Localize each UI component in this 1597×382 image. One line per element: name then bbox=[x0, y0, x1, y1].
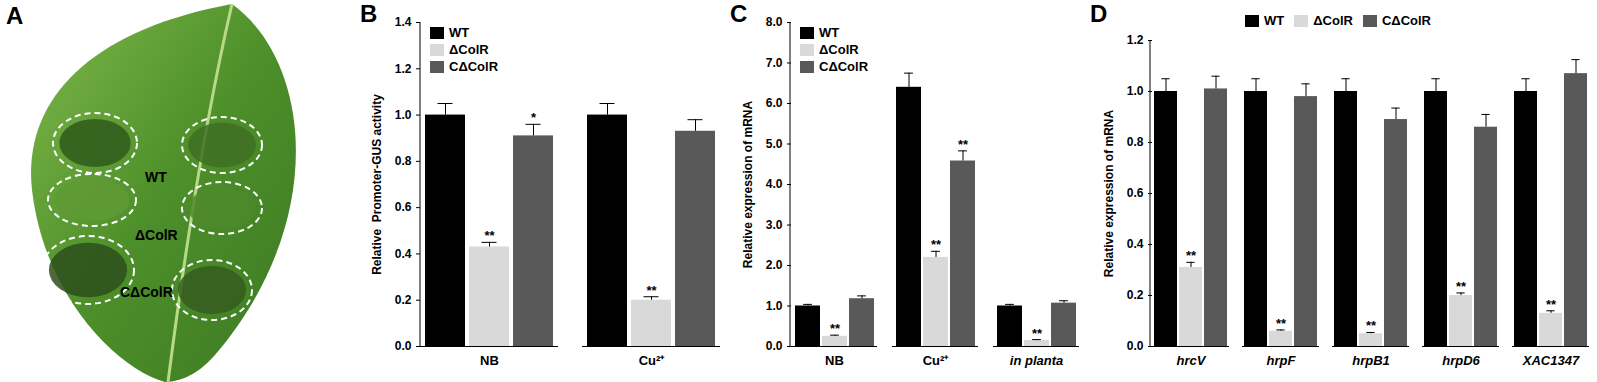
html-text:WT: WT bbox=[449, 25, 470, 40]
svg-text:0.2: 0.2 bbox=[395, 293, 412, 307]
svg-text:**: ** bbox=[1546, 297, 1557, 312]
svg-text:0.8: 0.8 bbox=[1127, 135, 1144, 149]
html-text:D: D bbox=[1090, 0, 1108, 27]
html-text:ΔColR: ΔColR bbox=[819, 42, 859, 57]
svg-text:hrpD6: hrpD6 bbox=[1442, 353, 1480, 368]
svg-text:**: ** bbox=[484, 228, 495, 243]
svg-text:**: ** bbox=[830, 321, 841, 336]
html-text:CΔColR: CΔColR bbox=[819, 59, 869, 74]
html-text:CΔColR: CΔColR bbox=[449, 59, 499, 74]
svg-text:1.0: 1.0 bbox=[395, 108, 412, 122]
svg-text:NB: NB bbox=[825, 353, 844, 368]
svg-text:**: ** bbox=[931, 237, 942, 252]
html-text:WT: WT bbox=[1264, 13, 1285, 28]
svg-text:WT: WT bbox=[145, 169, 167, 185]
svg-text:**: ** bbox=[1456, 279, 1467, 294]
svg-text:**: ** bbox=[1186, 248, 1197, 263]
svg-text:1.2: 1.2 bbox=[1127, 33, 1144, 47]
svg-text:Relative expression of mRNA: Relative expression of mRNA bbox=[1102, 109, 1116, 277]
svg-text:*: * bbox=[531, 110, 537, 125]
svg-text:hrpB1: hrpB1 bbox=[1352, 353, 1390, 368]
svg-text:0.6: 0.6 bbox=[1127, 186, 1144, 200]
svg-text:0.8: 0.8 bbox=[395, 154, 412, 168]
svg-text:Cu²⁺: Cu²⁺ bbox=[923, 353, 950, 368]
svg-text:0.0: 0.0 bbox=[1127, 339, 1144, 353]
svg-text:**: ** bbox=[1276, 316, 1287, 331]
svg-text:XAC1347: XAC1347 bbox=[1522, 353, 1580, 368]
svg-text:1.4: 1.4 bbox=[395, 15, 412, 29]
html-text:WT: WT bbox=[819, 25, 840, 40]
svg-text:**: ** bbox=[1032, 326, 1043, 341]
svg-text:5.0: 5.0 bbox=[766, 137, 783, 151]
svg-text:0.0: 0.0 bbox=[395, 339, 412, 353]
svg-text:ΔColR: ΔColR bbox=[135, 227, 178, 243]
svg-text:hrcV: hrcV bbox=[1177, 353, 1207, 368]
svg-text:0.2: 0.2 bbox=[1127, 288, 1144, 302]
svg-text:in planta: in planta bbox=[1010, 353, 1063, 368]
svg-text:0.6: 0.6 bbox=[395, 200, 412, 214]
svg-text:Cu²⁺: Cu²⁺ bbox=[639, 353, 666, 368]
html-text:ΔColR: ΔColR bbox=[1313, 13, 1353, 28]
svg-text:hrpF: hrpF bbox=[1267, 353, 1297, 368]
svg-text:A: A bbox=[6, 2, 23, 29]
svg-text:4.0: 4.0 bbox=[766, 177, 783, 191]
svg-text:Relative expression of mRNA: Relative expression of mRNA bbox=[741, 100, 755, 268]
svg-text:0.0: 0.0 bbox=[766, 339, 783, 353]
svg-text:1.0: 1.0 bbox=[766, 299, 783, 313]
svg-text:Relative Promoter-GUS activit: Relative Promoter-GUS activity bbox=[370, 94, 384, 275]
svg-text:1.2: 1.2 bbox=[395, 62, 412, 76]
svg-text:1.0: 1.0 bbox=[1127, 84, 1144, 98]
html-text:C: C bbox=[730, 0, 748, 27]
svg-text:NB: NB bbox=[480, 353, 499, 368]
svg-text:8.0: 8.0 bbox=[766, 15, 783, 29]
svg-text:7.0: 7.0 bbox=[766, 56, 783, 70]
svg-text:0.4: 0.4 bbox=[1127, 237, 1144, 251]
svg-text:6.0: 6.0 bbox=[766, 96, 783, 110]
html-text:ΔColR: ΔColR bbox=[449, 42, 489, 57]
svg-text:CΔColR: CΔColR bbox=[120, 284, 173, 300]
svg-text:0.4: 0.4 bbox=[395, 247, 412, 261]
svg-text:3.0: 3.0 bbox=[766, 218, 783, 232]
svg-text:**: ** bbox=[646, 283, 657, 298]
svg-text:**: ** bbox=[958, 137, 969, 152]
svg-text:**: ** bbox=[1366, 318, 1377, 333]
html-text:CΔColR: CΔColR bbox=[1381, 13, 1431, 28]
svg-text:2.0: 2.0 bbox=[766, 258, 783, 272]
html-text:B: B bbox=[360, 0, 378, 27]
